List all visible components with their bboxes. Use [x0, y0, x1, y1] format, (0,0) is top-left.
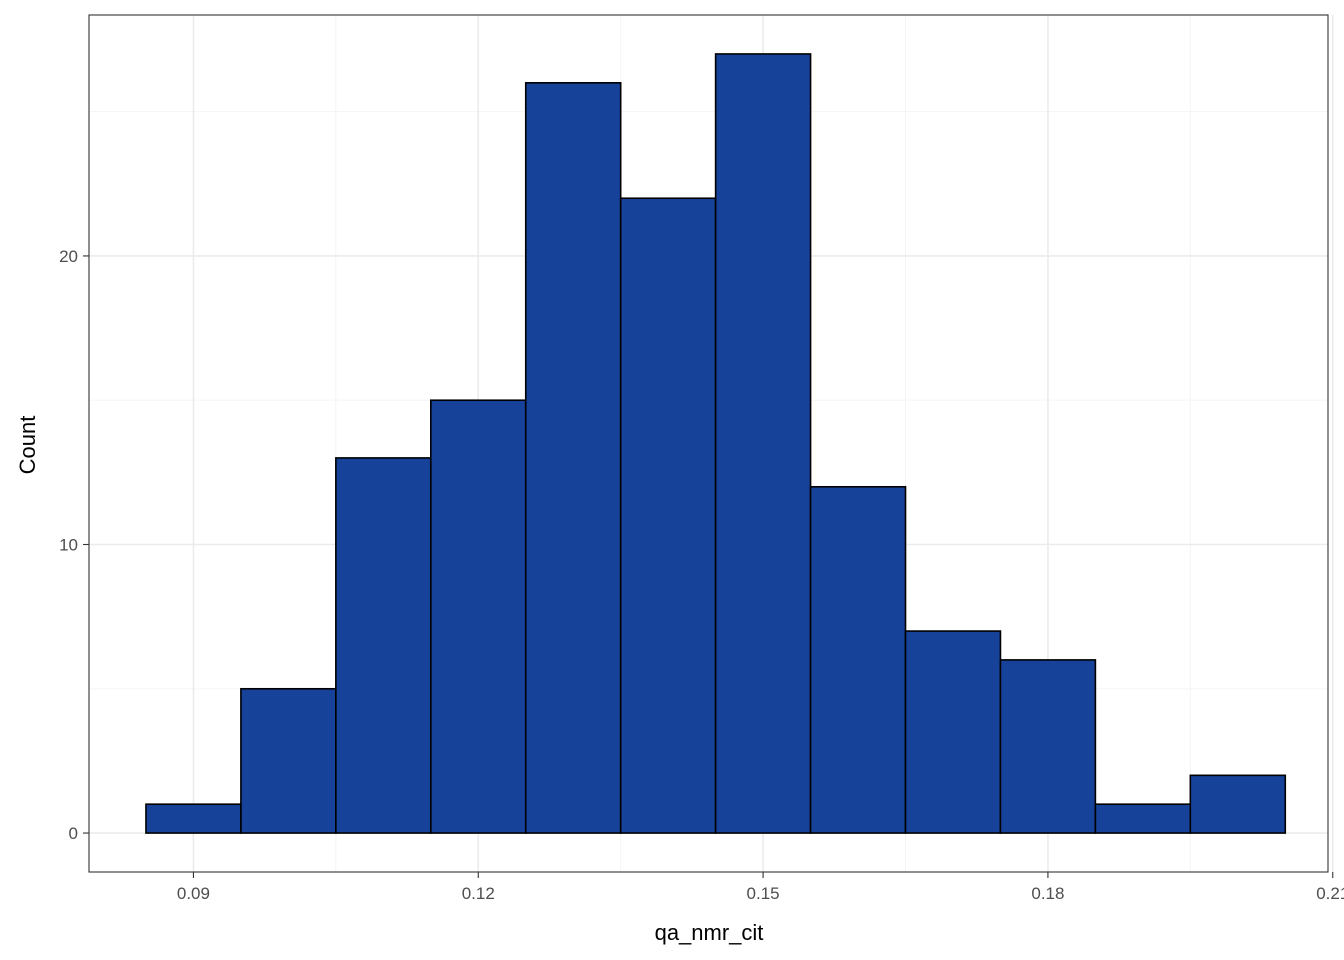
histogram-bar: [999, 659, 1097, 834]
histogram-bar: [145, 803, 242, 834]
histogram-bar: [524, 82, 622, 834]
y-tick-label: 0: [69, 824, 78, 843]
histogram-bar: [240, 687, 337, 834]
histogram-bar: [714, 53, 812, 834]
histogram-bar: [904, 630, 1002, 834]
y-tick-label: 10: [59, 535, 78, 554]
histogram-bars: [145, 53, 1287, 834]
x-axis: 0.09 0.12 0.15 0.18 0.21: [177, 872, 1344, 903]
y-axis-title: Count: [15, 416, 40, 475]
x-tick-label: 0.09: [177, 884, 210, 903]
panel-border: [88, 14, 1329, 873]
x-tick-label: 0.15: [747, 884, 780, 903]
histogram-bar: [429, 399, 527, 834]
y-tick-label: 20: [59, 247, 78, 266]
histogram-bar: [335, 457, 432, 834]
histogram-bar: [619, 197, 717, 834]
y-axis: 0 10 20: [59, 247, 89, 843]
histogram-bar: [809, 485, 907, 834]
x-tick-label: 0.18: [1031, 884, 1064, 903]
histogram-bar: [1094, 803, 1192, 834]
histogram-bar: [1189, 774, 1287, 834]
x-axis-title: qa_nmr_cit: [655, 920, 764, 945]
x-tick-label: 0.21: [1316, 884, 1344, 903]
x-tick-label: 0.12: [462, 884, 495, 903]
